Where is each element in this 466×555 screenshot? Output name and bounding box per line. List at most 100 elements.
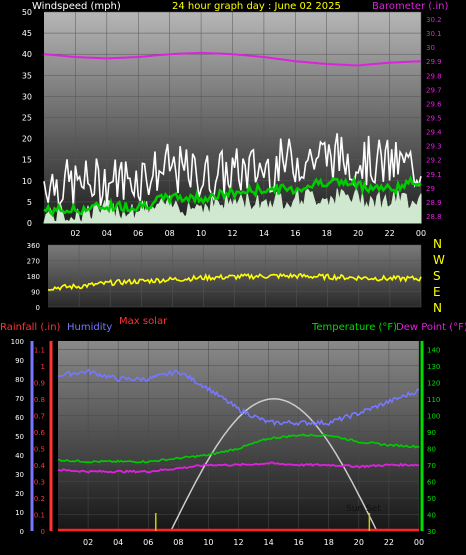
temperature-y-tick-label: 130 [427, 363, 440, 371]
windspeed-axis-title: Windspeed (mph) [32, 1, 121, 12]
wind-y-tick-label: 45 [22, 29, 32, 38]
x-tick-label: 10 [196, 229, 206, 238]
compass-e: E [433, 285, 441, 299]
wind-y-tick-label: 15 [22, 156, 32, 165]
barometer-y-tick-label: 29.1 [426, 171, 442, 179]
barometer-y-tick-label: 29.3 [426, 143, 442, 151]
humidity-series [57, 368, 420, 427]
x-tick-label: 02 [70, 229, 80, 238]
humidity-y-tick-label: 80 [15, 376, 24, 384]
temperature-y-tick-label: 140 [427, 346, 440, 354]
barometer-y-tick-label: 30 [426, 44, 435, 52]
barometer-axis-title: Barometer (.in) [372, 1, 448, 12]
temperature-y-tick-label: 90 [427, 429, 436, 437]
compass-n-bottom: N [433, 301, 442, 315]
wind-y-tick-label: 50 [22, 8, 32, 17]
humidity-y-tick-label: 0 [20, 528, 24, 536]
temperature-y-tick-label: 110 [427, 396, 440, 404]
x-tick-label: 14 [263, 538, 273, 547]
barometer-y-tick-label: 29.5 [426, 115, 442, 123]
x-tick-label: 00 [414, 538, 424, 547]
temperature-y-tick-label: 50 [427, 495, 436, 503]
wind-y-tick-label: 0 [27, 219, 32, 228]
x-tick-label: 06 [143, 538, 153, 547]
x-tick-label: 16 [294, 538, 304, 547]
temperature-y-tick-label: 30 [427, 528, 436, 536]
barometer-y-tick-label: 29.8 [426, 72, 442, 80]
wind-direction-series [47, 272, 422, 292]
x-tick-label: 22 [384, 229, 394, 238]
wind-y-tick-label: 20 [22, 135, 32, 144]
temperature-y-tick-label: 120 [427, 379, 440, 387]
temperature-y-tick-label: 70 [427, 462, 436, 470]
humidity-y-tick-label: 100 [11, 338, 24, 346]
barometer-y-tick-label: 29.6 [426, 100, 442, 108]
wind-average-fill [43, 186, 422, 225]
rainfall-y-tick-label: 0.2 [34, 495, 45, 503]
compass-s: S [433, 269, 441, 283]
rainfall-y-tick-label: 0.5 [34, 445, 45, 453]
barometer-y-tick-label: 28.8 [426, 213, 442, 221]
dewpoint-axis-title: Dew Point (°F) [396, 322, 466, 333]
barometer-series [43, 51, 422, 67]
max-solar-label: Max solar [119, 316, 168, 327]
rainfall-y-tick-label: 0.9 [34, 379, 45, 387]
wind-y-tick-label: 25 [22, 114, 32, 123]
humidity-y-tick-label: 40 [15, 452, 24, 460]
wind-gust-series [43, 133, 422, 209]
compass-n-top: N [433, 237, 442, 251]
rainfall-y-tick-label: 0.1 [34, 511, 45, 519]
x-tick-label: 08 [165, 229, 175, 238]
temperature-y-tick-label: 100 [427, 412, 440, 420]
barometer-y-tick-label: 29.9 [426, 58, 442, 66]
humidity-y-tick-label: 90 [15, 357, 24, 365]
rainfall-y-tick-label: 0 [41, 528, 45, 536]
x-tick-label: 20 [354, 538, 364, 547]
direction-y-tick-label: 0 [36, 304, 40, 312]
sunset-label: Sun Set [346, 504, 381, 514]
x-tick-label: 14 [259, 229, 269, 238]
rainfall-y-tick-label: 1 [41, 363, 45, 371]
graph-title: 24 hour graph day : June 02 2025 [172, 1, 341, 12]
x-tick-label: 10 [203, 538, 213, 547]
wind-y-tick-label: 35 [22, 71, 32, 80]
wind-y-tick-label: 5 [27, 198, 32, 207]
x-tick-label: 16 [290, 229, 300, 238]
humidity-y-tick-label: 70 [15, 395, 24, 403]
dewpoint-series [57, 461, 420, 474]
wind-y-tick-label: 40 [22, 50, 32, 59]
rainfall-y-tick-label: 0.3 [34, 478, 45, 486]
wind-y-tick-label: 10 [22, 177, 32, 186]
temperature-axis-title: Temperature (°F) [311, 322, 397, 333]
x-tick-label: 06 [133, 229, 143, 238]
temperature-series [57, 433, 420, 464]
x-tick-label: 02 [83, 538, 93, 547]
x-tick-label: 00 [416, 229, 426, 238]
barometer-y-tick-label: 28.9 [426, 199, 442, 207]
humidity-y-tick-label: 10 [15, 509, 24, 517]
barometer-y-tick-label: 29.4 [426, 129, 442, 137]
direction-y-tick-label: 90 [31, 289, 40, 297]
x-tick-label: 18 [322, 229, 332, 238]
rainfall-axis-title: Rainfall (.in) [0, 322, 61, 333]
humidity-y-tick-label: 30 [15, 471, 24, 479]
rainfall-y-tick-label: 0.6 [34, 429, 46, 437]
rainfall-y-tick-label: 0.7 [34, 412, 45, 420]
humidity-y-tick-label: 50 [15, 433, 24, 441]
wind-average-series [43, 175, 422, 218]
x-tick-label: 08 [173, 538, 183, 547]
barometer-y-tick-label: 30.2 [426, 16, 442, 24]
x-tick-label: 04 [102, 229, 112, 238]
temperature-y-tick-label: 40 [427, 511, 436, 519]
rainfall-y-tick-label: 0.4 [34, 462, 46, 470]
humidity-y-tick-label: 60 [15, 414, 24, 422]
rainfall-y-tick-label: 0.8 [34, 396, 45, 404]
temperature-y-tick-label: 80 [427, 445, 436, 453]
humidity-axis-title: Humidity [67, 322, 112, 333]
x-tick-label: 22 [384, 538, 394, 547]
temperature-y-tick-label: 60 [427, 478, 436, 486]
compass-w: W [433, 253, 445, 267]
x-tick-label: 12 [233, 538, 243, 547]
barometer-y-tick-label: 29 [426, 185, 435, 193]
